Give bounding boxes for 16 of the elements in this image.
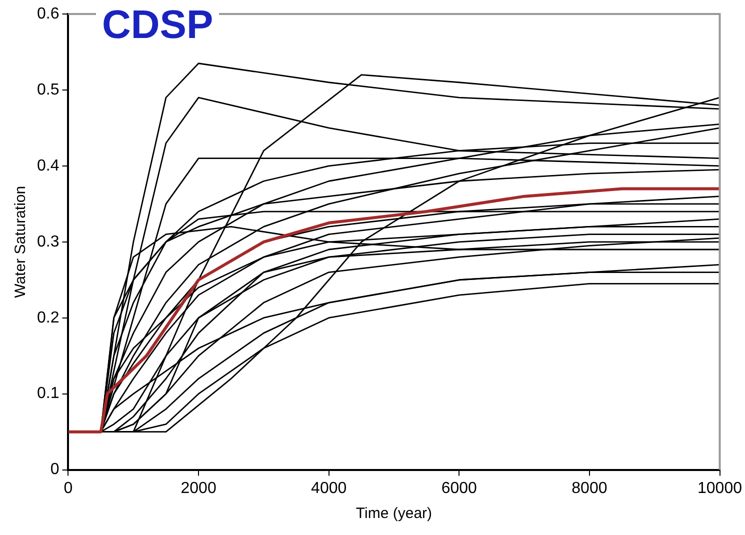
- x-tick-label: 10000: [698, 480, 742, 497]
- y-tick-label: 0.6: [36, 5, 60, 22]
- y-axis-title: Water Saturation: [12, 186, 30, 298]
- y-tick-label: 0: [50, 461, 60, 478]
- x-tick-label: 6000: [441, 480, 478, 497]
- x-tick-label: 8000: [572, 480, 608, 497]
- x-tick-label: 0: [64, 480, 73, 497]
- x-tick-label: 4000: [311, 480, 347, 497]
- y-tick-label: 0.1: [36, 385, 60, 402]
- x-tick-label: 2000: [180, 480, 216, 497]
- y-tick-label: 0.2: [36, 309, 60, 326]
- x-axis-title: Time (year): [356, 505, 432, 522]
- chart-title: CDSP: [96, 2, 220, 48]
- y-tick-label: 0.4: [36, 157, 60, 174]
- y-tick-label: 0.5: [36, 81, 60, 98]
- y-tick-label: 0.3: [36, 233, 60, 250]
